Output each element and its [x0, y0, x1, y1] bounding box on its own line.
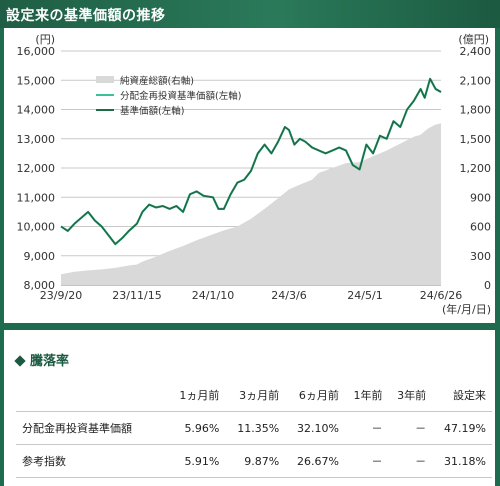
- nav-chart: 16,000 2,400 15,000 2,100 14,000 1,800 13,000 1…: [17, 33, 492, 316]
- y-left-tick-label: 15,000: [17, 74, 56, 87]
- x-tick-label: 24/1/10: [192, 289, 234, 302]
- y-left-tick-label: 11,000: [17, 191, 56, 204]
- table-row: 参考指数 5.91% 9.87% 26.67% － － 31.18%: [16, 444, 492, 478]
- table-cell: －: [388, 444, 433, 478]
- column-header: 3年前: [397, 389, 427, 402]
- column-header: 6ヵ月前: [298, 389, 339, 402]
- y-left-tick-label: 16,000: [17, 45, 56, 58]
- chart-panel: 16,000 2,400 15,000 2,100 14,000 1,800 13,000 1…: [4, 28, 495, 323]
- legend-swatch: [96, 76, 114, 83]
- y-left-tick-label: 10,000: [17, 221, 56, 234]
- series-line-nav: [60, 78, 442, 245]
- legend-label: 分配金再投資基準価額(左軸): [120, 90, 241, 102]
- series-area-total-assets: [61, 123, 441, 285]
- x-tick-label: 24/3/6: [271, 289, 306, 302]
- header-bar: 設定来の基準価額の推移: [0, 0, 500, 28]
- y-left-tick-label: 8,000: [24, 279, 56, 292]
- y-right-tick-label: 1,200: [460, 162, 492, 175]
- table-cell: 5.91%: [168, 444, 226, 478]
- column-header: 1ヵ月前: [179, 389, 220, 402]
- row-label: 分配金再投資基準価額: [16, 411, 169, 445]
- performance-panel: 騰落率 1ヵ月前 3ヵ月前 6ヵ月前 1年前 3年前 設定来 分配金再投資基準価…: [4, 330, 495, 486]
- x-tick-label: 23/11/15: [112, 289, 161, 302]
- table-cell: 32.10%: [285, 411, 345, 445]
- y-left-tick-label: 12,000: [17, 162, 56, 175]
- table-cell: 26.67%: [285, 444, 345, 478]
- y-right-tick-label: 300: [470, 250, 491, 263]
- y-right-tick-label: 600: [470, 221, 491, 234]
- y-left-tick-label: 14,000: [17, 104, 56, 117]
- table-header-row: 1ヵ月前 3ヵ月前 6ヵ月前 1年前 3年前 設定来: [16, 383, 492, 412]
- x-tick-label: 24/6/26: [420, 289, 462, 302]
- performance-title-text: 騰落率: [30, 354, 70, 369]
- table-cell: 11.35%: [225, 411, 286, 445]
- legend-label: 基準価額(左軸): [120, 105, 184, 117]
- y-right-tick-label: 900: [470, 191, 491, 204]
- y-left-tick-label: 9,000: [24, 250, 56, 263]
- y-left-unit: (円): [35, 33, 55, 46]
- y-right-tick-label: 1,500: [460, 133, 492, 146]
- x-unit: (年/月/日): [442, 302, 491, 316]
- chart-section-title: 設定来の基準価額の推移: [6, 8, 166, 24]
- x-tick-label: 23/9/20: [40, 289, 82, 302]
- table-cell: －: [344, 444, 389, 478]
- table-cell: －: [344, 411, 389, 445]
- table-cell: －: [388, 411, 433, 445]
- table-cell: 31.18%: [432, 444, 492, 478]
- y-right-tick-label: 0: [484, 279, 491, 292]
- column-header: 設定来: [453, 389, 486, 402]
- y-right-unit: (億円): [458, 33, 489, 46]
- performance-title: 騰落率: [14, 350, 70, 369]
- diamond-icon: [14, 354, 26, 367]
- table-cell: 47.19%: [432, 411, 492, 445]
- y-right-tick-label: 2,400: [460, 45, 492, 58]
- column-header: 3ヵ月前: [239, 389, 280, 402]
- legend-label: 純資産総額(右軸): [120, 75, 194, 87]
- y-right-tick-label: 2,100: [460, 74, 492, 87]
- performance-table: 1ヵ月前 3ヵ月前 6ヵ月前 1年前 3年前 設定来 分配金再投資基準価額 5.…: [16, 383, 492, 478]
- x-tick-label: 24/5/1: [347, 289, 382, 302]
- column-header: [16, 383, 168, 412]
- y-left-tick-label: 13,000: [17, 133, 56, 146]
- column-header: 1年前: [353, 389, 383, 402]
- table-cell: 9.87%: [225, 444, 286, 478]
- table-row: 分配金再投資基準価額 5.96% 11.35% 32.10% － － 47.19…: [16, 411, 492, 445]
- row-label: 参考指数: [16, 444, 169, 478]
- y-right-tick-label: 1,800: [460, 104, 492, 117]
- table-cell: 5.96%: [168, 411, 226, 445]
